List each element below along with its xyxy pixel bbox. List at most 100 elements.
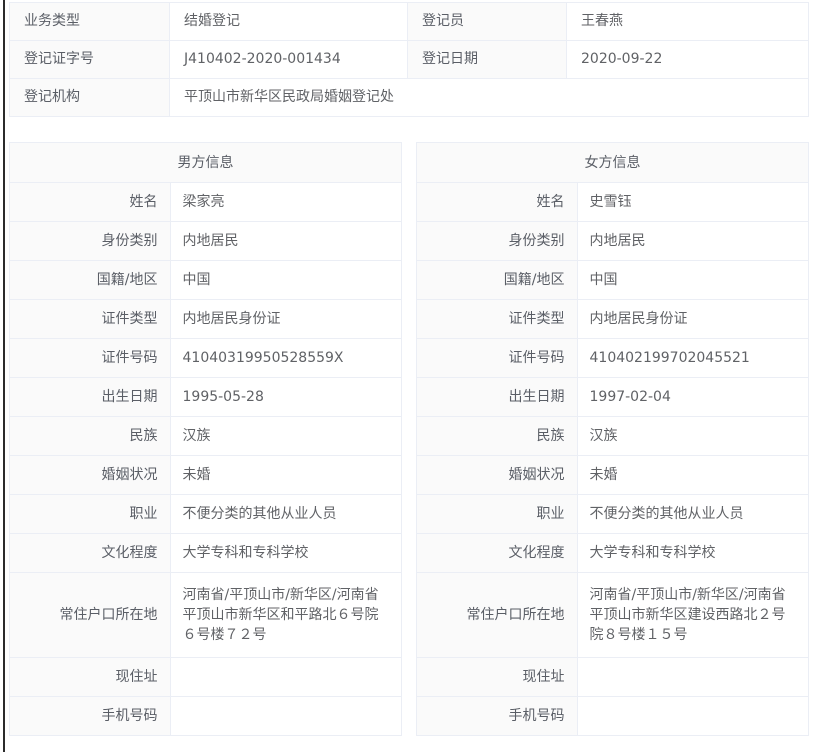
table-row: 出生日期 1995-05-28 (10, 377, 401, 417)
table-row: 证件号码 410402199702045521 (417, 338, 808, 378)
female-label-ethnicity: 民族 (417, 416, 578, 456)
summary-label-certificate-number: 登记证字号 (9, 40, 170, 79)
female-value-ethnicity: 汉族 (577, 416, 808, 456)
male-value-identity-category: 内地居民 (170, 221, 401, 261)
female-label-occupation: 职业 (417, 494, 578, 534)
male-label-education: 文化程度 (10, 533, 171, 573)
table-row: 现住址 (417, 657, 808, 697)
male-table-body: 姓名 梁家亮 身份类别 内地居民 国籍/地区 中国 证件类型 内地居民身份证 (10, 183, 401, 736)
female-info-table: 姓名 史雪钰 身份类别 内地居民 国籍/地区 中国 证件类型 内地居民身份证 (417, 183, 808, 736)
table-row: 民族 汉族 (10, 416, 401, 456)
table-row: 登记证字号 J410402-2020-001434 登记日期 2020-09-2… (9, 40, 809, 79)
female-value-name: 史雪钰 (577, 183, 808, 222)
female-value-phone-number (577, 696, 808, 736)
summary-label-business-type: 业务类型 (9, 2, 170, 41)
male-value-name: 梁家亮 (170, 183, 401, 222)
female-panel-title: 女方信息 (417, 143, 808, 183)
table-row: 文化程度 大学专科和专科学校 (417, 533, 808, 573)
table-row: 国籍/地区 中国 (417, 260, 808, 300)
male-label-ethnicity: 民族 (10, 416, 171, 456)
female-value-household-address: 河南省/平顶山市/新华区/河南省平顶山市新华区建设西路北２号院８号楼１５号 (577, 572, 808, 658)
summary-table-body: 业务类型 结婚登记 登记员 王春燕 登记证字号 J410402-2020-001… (9, 2, 809, 117)
female-value-occupation: 不便分类的其他从业人员 (577, 494, 808, 534)
summary-value-business-type: 结婚登记 (169, 2, 408, 41)
table-row: 婚姻状况 未婚 (10, 455, 401, 495)
female-value-nationality: 中国 (577, 260, 808, 300)
table-row: 常住户口所在地 河南省/平顶山市/新华区/河南省平顶山市新华区建设西路北２号院８… (417, 572, 808, 658)
male-info-panel: 男方信息 姓名 梁家亮 身份类别 内地居民 国籍/地区 中国 (9, 142, 402, 736)
male-value-birth-date: 1995-05-28 (170, 377, 401, 417)
male-label-name: 姓名 (10, 183, 171, 222)
female-label-birth-date: 出生日期 (417, 377, 578, 417)
male-info-table: 姓名 梁家亮 身份类别 内地居民 国籍/地区 中国 证件类型 内地居民身份证 (10, 183, 401, 736)
table-row: 婚姻状况 未婚 (417, 455, 808, 495)
table-row: 手机号码 (10, 696, 401, 736)
female-label-identity-category: 身份类别 (417, 221, 578, 261)
male-panel-title: 男方信息 (10, 143, 401, 183)
table-row: 姓名 史雪钰 (417, 183, 808, 222)
person-panels-container: 男方信息 姓名 梁家亮 身份类别 内地居民 国籍/地区 中国 (9, 142, 809, 736)
female-label-marital-status: 婚姻状况 (417, 455, 578, 495)
female-table-body: 姓名 史雪钰 身份类别 内地居民 国籍/地区 中国 证件类型 内地居民身份证 (417, 183, 808, 736)
male-label-current-address: 现住址 (10, 657, 171, 697)
male-value-occupation: 不便分类的其他从业人员 (170, 494, 401, 534)
male-value-phone-number (170, 696, 401, 736)
table-row: 民族 汉族 (417, 416, 808, 456)
female-label-phone-number: 手机号码 (417, 696, 578, 736)
table-row: 文化程度 大学专科和专科学校 (10, 533, 401, 573)
table-row: 现住址 (10, 657, 401, 697)
table-row: 登记机构 平顶山市新华区民政局婚姻登记处 (9, 78, 809, 117)
female-value-birth-date: 1997-02-04 (577, 377, 808, 417)
female-value-current-address (577, 657, 808, 697)
male-label-occupation: 职业 (10, 494, 171, 534)
female-label-current-address: 现住址 (417, 657, 578, 697)
table-row: 业务类型 结婚登记 登记员 王春燕 (9, 2, 809, 41)
male-label-identity-category: 身份类别 (10, 221, 171, 261)
table-row: 出生日期 1997-02-04 (417, 377, 808, 417)
male-value-id-type: 内地居民身份证 (170, 299, 401, 339)
summary-label-registrar: 登记员 (407, 2, 567, 41)
male-label-phone-number: 手机号码 (10, 696, 171, 736)
table-row: 国籍/地区 中国 (10, 260, 401, 300)
summary-value-registration-date: 2020-09-22 (566, 40, 809, 79)
female-value-id-number: 410402199702045521 (577, 338, 808, 378)
table-row: 证件类型 内地居民身份证 (417, 299, 808, 339)
registration-summary-table: 业务类型 结婚登记 登记员 王春燕 登记证字号 J410402-2020-001… (9, 2, 809, 117)
male-label-id-type: 证件类型 (10, 299, 171, 339)
table-row: 证件类型 内地居民身份证 (10, 299, 401, 339)
male-label-marital-status: 婚姻状况 (10, 455, 171, 495)
female-value-identity-category: 内地居民 (577, 221, 808, 261)
male-label-nationality: 国籍/地区 (10, 260, 171, 300)
female-label-nationality: 国籍/地区 (417, 260, 578, 300)
male-value-nationality: 中国 (170, 260, 401, 300)
summary-value-registrar: 王春燕 (566, 2, 809, 41)
male-value-ethnicity: 汉族 (170, 416, 401, 456)
female-value-education: 大学专科和专科学校 (577, 533, 808, 573)
male-value-marital-status: 未婚 (170, 455, 401, 495)
female-info-panel: 女方信息 姓名 史雪钰 身份类别 内地居民 国籍/地区 中国 (416, 142, 809, 736)
female-label-name: 姓名 (417, 183, 578, 222)
male-value-household-address: 河南省/平顶山市/新华区/河南省平顶山市新华区和平路北６号院６号楼７２号 (170, 572, 401, 658)
male-label-id-number: 证件号码 (10, 338, 171, 378)
table-row: 手机号码 (417, 696, 808, 736)
female-value-marital-status: 未婚 (577, 455, 808, 495)
female-label-id-number: 证件号码 (417, 338, 578, 378)
female-label-household-address: 常住户口所在地 (417, 572, 578, 658)
male-value-education: 大学专科和专科学校 (170, 533, 401, 573)
table-row: 职业 不便分类的其他从业人员 (10, 494, 401, 534)
table-row: 身份类别 内地居民 (417, 221, 808, 261)
female-label-education: 文化程度 (417, 533, 578, 573)
female-value-id-type: 内地居民身份证 (577, 299, 808, 339)
male-value-id-number: 41040319950528559X (170, 338, 401, 378)
summary-value-certificate-number: J410402-2020-001434 (169, 40, 408, 79)
summary-label-agency: 登记机构 (9, 78, 170, 117)
table-row: 证件号码 41040319950528559X (10, 338, 401, 378)
table-row: 姓名 梁家亮 (10, 183, 401, 222)
male-value-current-address (170, 657, 401, 697)
table-row: 常住户口所在地 河南省/平顶山市/新华区/河南省平顶山市新华区和平路北６号院６号… (10, 572, 401, 658)
female-label-id-type: 证件类型 (417, 299, 578, 339)
summary-value-agency: 平顶山市新华区民政局婚姻登记处 (169, 78, 809, 117)
summary-label-registration-date: 登记日期 (407, 40, 567, 79)
male-label-birth-date: 出生日期 (10, 377, 171, 417)
